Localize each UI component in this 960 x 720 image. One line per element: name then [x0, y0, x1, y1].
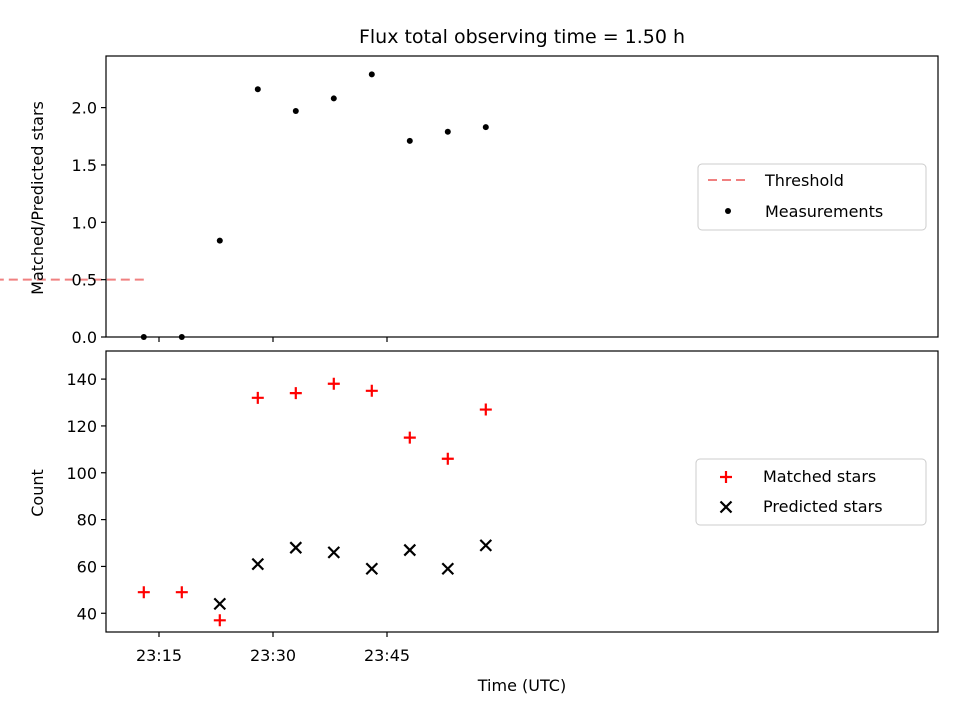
matched-stars-point [365, 384, 378, 397]
predicted-stars-point [251, 557, 265, 571]
axes-frame [105, 350, 939, 633]
y-tick-label: 40 [77, 604, 97, 623]
legend-measurements-swatch [725, 208, 731, 214]
figure-title: Flux total observing time = 1.50 h [359, 26, 685, 48]
matched-stars-point [213, 614, 226, 627]
y-tick-label: 0.0 [72, 328, 97, 347]
predicted-stars-point [213, 597, 227, 611]
matched-stars-point [175, 586, 188, 599]
matched-stars-point [403, 431, 416, 444]
legend-threshold-label: Threshold [764, 171, 844, 190]
measurement-point [292, 108, 299, 115]
measurement-point [482, 124, 489, 131]
legend-matched-label: Matched stars [763, 467, 876, 486]
matched-stars-point [327, 377, 340, 390]
y-tick-label: 120 [66, 417, 97, 436]
matched-stars-point [251, 391, 264, 404]
matched-stars-point [441, 452, 454, 465]
y-tick-label: 100 [66, 464, 97, 483]
predicted-stars-point [479, 539, 493, 552]
predicted-stars-point [365, 562, 379, 576]
x-tick-label: 23:30 [250, 646, 296, 665]
legend-measurements-label: Measurements [765, 202, 883, 221]
matched-stars-point [137, 586, 150, 599]
matched-stars-point [289, 387, 302, 400]
x-axis-label: Time (UTC) [477, 676, 566, 695]
legend-matched-swatch [720, 471, 732, 483]
legend-box [697, 163, 927, 231]
y-tick-label: 140 [66, 370, 97, 389]
y-axis-label: Count [28, 469, 47, 517]
panel-ratio: 0.0 0.5 1.0 1.5 2.0 Matched/Predicted stars Th… [0, 55, 939, 347]
y-tick-label: 80 [77, 511, 97, 530]
x-tick-label: 23:45 [364, 646, 410, 665]
legend-box [695, 458, 927, 526]
predicted-stars-point [327, 546, 341, 559]
predicted-stars-point [403, 543, 417, 557]
measurement-point [444, 128, 451, 135]
legend-predicted-swatch [719, 500, 733, 514]
y-tick-label: 1.5 [72, 156, 97, 175]
y-axis-label: Matched/Predicted stars [28, 101, 47, 295]
legend-predicted-label: Predicted stars [763, 497, 883, 516]
x-tick-label: 23:15 [136, 646, 182, 665]
matched-stars-point [479, 403, 492, 416]
measurement-point [406, 137, 413, 144]
measurement-point [368, 71, 375, 78]
measurement-point [330, 95, 337, 102]
predicted-stars-point [289, 541, 303, 554]
y-tick-label: 1.0 [72, 213, 97, 232]
y-tick-label: 2.0 [72, 99, 97, 118]
y-tick-label: 0.5 [72, 271, 97, 290]
panel-counts: 40608010012014023:1523:3023:4500:0000:15… [28, 350, 939, 695]
predicted-stars-point [441, 562, 455, 576]
y-tick-label: 60 [77, 557, 97, 576]
measurement-point [216, 237, 223, 244]
axes-frame [105, 55, 939, 338]
measurement-point [254, 86, 261, 93]
